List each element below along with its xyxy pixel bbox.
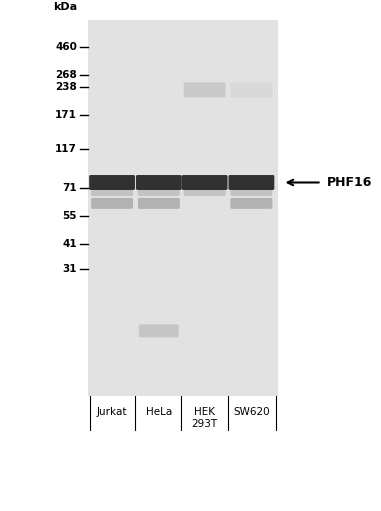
Text: 71: 71 bbox=[62, 183, 77, 194]
Bar bbox=[88, 20, 278, 396]
Text: HEK
293T: HEK 293T bbox=[192, 407, 218, 429]
FancyBboxPatch shape bbox=[91, 187, 133, 196]
FancyBboxPatch shape bbox=[91, 198, 133, 209]
FancyBboxPatch shape bbox=[138, 198, 180, 209]
Text: kDa: kDa bbox=[54, 2, 78, 12]
Text: PHF16: PHF16 bbox=[327, 176, 372, 189]
Text: 268: 268 bbox=[55, 70, 77, 80]
FancyBboxPatch shape bbox=[182, 175, 227, 190]
Text: SW620: SW620 bbox=[233, 407, 270, 417]
Text: 460: 460 bbox=[55, 42, 77, 52]
Text: 117: 117 bbox=[55, 144, 77, 154]
FancyBboxPatch shape bbox=[231, 82, 272, 98]
FancyBboxPatch shape bbox=[229, 175, 274, 190]
FancyBboxPatch shape bbox=[139, 324, 179, 337]
FancyBboxPatch shape bbox=[184, 187, 226, 196]
Text: 55: 55 bbox=[62, 212, 77, 221]
FancyBboxPatch shape bbox=[184, 82, 226, 98]
Text: 238: 238 bbox=[55, 82, 77, 92]
Text: 171: 171 bbox=[55, 110, 77, 120]
Text: Jurkat: Jurkat bbox=[97, 407, 127, 417]
FancyBboxPatch shape bbox=[231, 187, 272, 196]
FancyBboxPatch shape bbox=[231, 198, 272, 209]
Text: HeLa: HeLa bbox=[146, 407, 172, 417]
Text: 41: 41 bbox=[62, 239, 77, 249]
FancyBboxPatch shape bbox=[138, 187, 180, 196]
FancyBboxPatch shape bbox=[89, 175, 135, 190]
FancyBboxPatch shape bbox=[136, 175, 182, 190]
Text: 31: 31 bbox=[62, 264, 77, 274]
